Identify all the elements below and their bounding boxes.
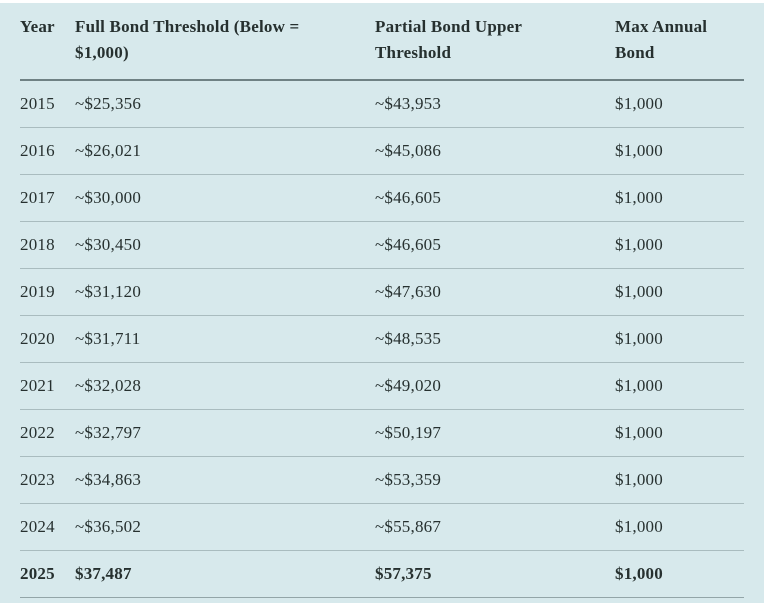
col-header-max-annual-bond: Max Annual Bond [615,3,744,81]
table-cell-full: ~$31,120 [75,268,375,316]
table-cell-year: 2016 [20,127,75,175]
table-cell-max: $1,000 [615,174,744,222]
table-cell-year: 2022 [20,409,75,457]
table-cell-partial: ~$48,535 [375,315,615,363]
table-cell-partial: $57,375 [375,550,615,598]
table-cell-year: 2017 [20,174,75,222]
table-row: 2019 ~$31,120 ~$47,630 $1,000 [20,268,744,316]
table-cell-year: 2021 [20,362,75,410]
table-cell-partial: ~$46,605 [375,221,615,269]
col-header-full-bond-threshold: Full Bond Threshold (Below = $1,000) [75,3,375,81]
table-cell-max: $1,000 [615,550,744,598]
table-row: 2015 ~$25,356 ~$43,953 $1,000 [20,80,744,128]
table-cell-max: $1,000 [615,315,744,363]
table-row: 2017 ~$30,000 ~$46,605 $1,000 [20,174,744,222]
table-row: 2025 $37,487 $57,375 $1,000 [20,550,744,598]
table-row: 2023 ~$34,863 ~$53,359 $1,000 [20,456,744,504]
table-cell-year: 2024 [20,503,75,551]
table-body: 2015 ~$25,356 ~$43,953 $1,000 2016 ~$26,021 ~$… [20,80,744,598]
table-cell-full: ~$31,711 [75,315,375,363]
table-cell-max: $1,000 [615,362,744,410]
table-cell-year: 2015 [20,80,75,128]
col-header-year: Year [20,3,75,81]
table-cell-year: 2019 [20,268,75,316]
table-cell-full: ~$26,021 [75,127,375,175]
table-row: 2016 ~$26,021 ~$45,086 $1,000 [20,127,744,175]
table-cell-partial: ~$49,020 [375,362,615,410]
col-header-partial-bond-upper-threshold-label: Partial Bond Upper Threshold [375,17,522,62]
table-cell-full: ~$25,356 [75,80,375,128]
table-cell-full: ~$32,797 [75,409,375,457]
table-cell-full: ~$32,028 [75,362,375,410]
table-cell-partial: ~$47,630 [375,268,615,316]
table-row: 2020 ~$31,711 ~$48,535 $1,000 [20,315,744,363]
table-cell-partial: ~$55,867 [375,503,615,551]
table-cell-max: $1,000 [615,268,744,316]
table-row: 2024 ~$36,502 ~$55,867 $1,000 [20,503,744,551]
table-header-row: Year Full Bond Threshold (Below = $1,000… [20,3,744,81]
table-cell-partial: ~$43,953 [375,80,615,128]
table-cell-year: 2025 [20,550,75,598]
table-cell-max: $1,000 [615,456,744,504]
col-header-partial-bond-upper-threshold: Partial Bond Upper Threshold [375,3,615,81]
table-row: 2018 ~$30,450 ~$46,605 $1,000 [20,221,744,269]
bond-threshold-panel: Year Full Bond Threshold (Below = $1,000… [0,3,764,603]
table-cell-partial: ~$45,086 [375,127,615,175]
table-cell-full: ~$34,863 [75,456,375,504]
table-cell-max: $1,000 [615,409,744,457]
table-cell-max: $1,000 [615,127,744,175]
col-header-full-bond-threshold-label: Full Bond Threshold (Below = $1,000) [75,17,300,62]
table-cell-partial: ~$50,197 [375,409,615,457]
table-row: 2021 ~$32,028 ~$49,020 $1,000 [20,362,744,410]
table-cell-full: ~$30,450 [75,221,375,269]
col-header-year-label: Year [20,17,55,36]
table-cell-full: ~$36,502 [75,503,375,551]
bond-threshold-table: Year Full Bond Threshold (Below = $1,000… [20,3,744,598]
table-cell-max: $1,000 [615,503,744,551]
table-row: 2022 ~$32,797 ~$50,197 $1,000 [20,409,744,457]
col-header-max-annual-bond-label: Max Annual Bond [615,17,708,62]
table-cell-full: ~$30,000 [75,174,375,222]
table-cell-partial: ~$46,605 [375,174,615,222]
table-cell-year: 2018 [20,221,75,269]
table-cell-year: 2020 [20,315,75,363]
table-cell-year: 2023 [20,456,75,504]
table-cell-max: $1,000 [615,80,744,128]
table-cell-partial: ~$53,359 [375,456,615,504]
table-cell-max: $1,000 [615,221,744,269]
table-cell-full: $37,487 [75,550,375,598]
